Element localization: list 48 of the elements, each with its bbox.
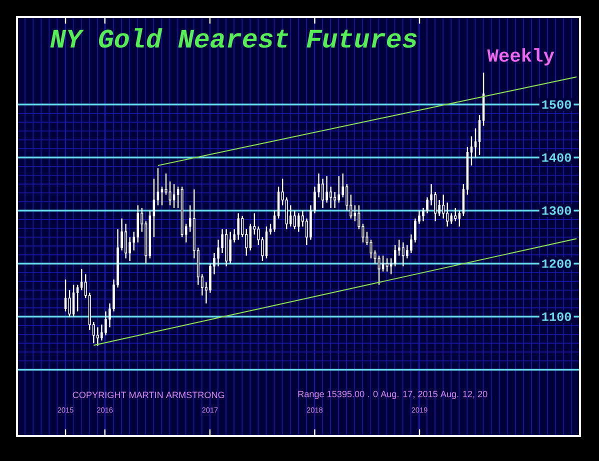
candlestick xyxy=(378,255,380,286)
y-tick-label: 1100 xyxy=(542,312,572,321)
candlestick xyxy=(394,244,396,267)
candlestick xyxy=(458,210,461,228)
candlestick xyxy=(160,186,164,206)
y-tick-label: 1300 xyxy=(542,206,572,215)
candlestick xyxy=(273,210,276,232)
candlestick xyxy=(442,194,445,220)
candlestick xyxy=(338,176,340,204)
candlestick xyxy=(76,284,79,312)
candlestick xyxy=(454,207,457,222)
candlestick xyxy=(402,242,404,267)
candlestick xyxy=(330,186,332,209)
y-tick-label: 1200 xyxy=(542,259,572,268)
candlestick xyxy=(474,128,477,158)
candlestick xyxy=(334,191,336,209)
candlestick xyxy=(450,212,453,224)
candlestick xyxy=(386,258,388,272)
candlestick xyxy=(72,284,75,318)
candlestick xyxy=(293,210,296,230)
candlestick xyxy=(298,212,300,232)
candlestick xyxy=(229,231,232,264)
text: Weekly xyxy=(487,48,554,66)
candlestick xyxy=(249,223,252,251)
chart-title: NY Gold Nearest Futures xyxy=(50,28,417,48)
candlestick xyxy=(152,178,156,238)
candlestick xyxy=(322,178,324,209)
candlestick xyxy=(156,168,160,206)
candlestick xyxy=(96,326,99,346)
candlestick xyxy=(104,310,107,336)
candlestick xyxy=(168,180,172,206)
candlestick xyxy=(446,202,449,228)
candlestick xyxy=(370,239,372,259)
candlestick xyxy=(136,204,140,244)
candlestick xyxy=(434,191,437,222)
candlestick xyxy=(470,136,473,166)
candlestick xyxy=(172,183,176,209)
candlestick xyxy=(478,114,481,156)
annotation: COPYRIGHT MARTIN ARMSTRONG xyxy=(72,392,224,398)
candlestick xyxy=(426,196,428,214)
annotation: Range 15395.00 . 0 Aug. 17, 2015 Aug. 12, 20 xyxy=(298,390,488,400)
candlestick xyxy=(382,255,384,272)
y-tick-label: 1400 xyxy=(542,153,572,162)
candlestick xyxy=(68,290,71,318)
candlestick xyxy=(124,223,128,259)
candlestick xyxy=(326,176,328,204)
y-tick-label: 1500 xyxy=(542,100,572,109)
candlestick xyxy=(237,212,240,240)
